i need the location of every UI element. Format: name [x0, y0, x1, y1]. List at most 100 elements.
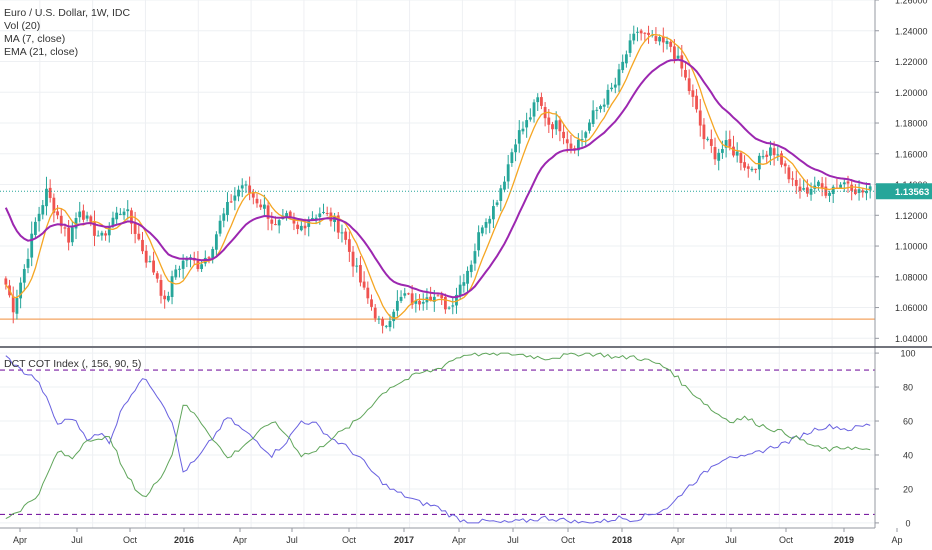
candle-body	[846, 181, 850, 184]
candle-body	[45, 188, 48, 207]
candle-body	[643, 32, 647, 34]
candle-body	[410, 293, 414, 305]
candle-body	[222, 213, 226, 221]
candle-body	[96, 235, 100, 237]
candle-body	[805, 187, 809, 194]
cot-tick-label: 100	[900, 349, 915, 359]
candle-body	[554, 120, 558, 130]
candle-body	[355, 265, 359, 267]
candle-body	[772, 148, 776, 156]
time-tick-label: Oct	[561, 535, 576, 545]
candle-body	[672, 46, 676, 60]
time-tick-label: Jul	[725, 535, 737, 545]
price-tick-label: 1.12000	[895, 211, 928, 221]
candle-body	[791, 178, 794, 180]
candle-body	[754, 168, 758, 170]
candle-body	[802, 188, 806, 190]
candle-body	[288, 211, 292, 219]
cot-legend: DCT COT Index (, 156, 90, 5)	[4, 358, 141, 371]
candle-body	[70, 227, 74, 243]
candle-body	[624, 54, 628, 64]
candle-body	[820, 183, 824, 188]
cot-tick-label: 0	[905, 518, 910, 528]
candle-body	[244, 184, 248, 186]
candle-body	[447, 307, 451, 309]
candle-body	[336, 215, 340, 233]
ma-label: MA (7, close)	[4, 33, 66, 45]
candle-body	[861, 190, 865, 193]
candle-body	[307, 220, 311, 227]
candle-body	[551, 124, 554, 130]
price-tick-label: 1.24000	[895, 26, 928, 36]
candle-body	[632, 33, 636, 41]
candle-body	[432, 296, 436, 302]
price-badge: 1.13563	[895, 187, 929, 198]
candle-body	[122, 211, 126, 216]
price-tick-label: 1.26000	[895, 0, 928, 6]
candle-body	[503, 181, 506, 190]
candle-body	[37, 213, 41, 222]
candle-body	[237, 189, 240, 197]
candle-body	[274, 224, 277, 226]
candle-body	[606, 89, 610, 105]
candle-body	[277, 220, 281, 226]
candle-body	[584, 132, 588, 138]
candle-body	[325, 212, 329, 214]
candle-body	[340, 232, 344, 234]
time-tick-label: Apr	[452, 535, 466, 545]
candle-body	[610, 87, 614, 90]
candle-body	[443, 296, 447, 310]
candle-body	[322, 211, 325, 213]
candle-body	[163, 295, 167, 300]
candle-body	[436, 295, 440, 297]
candle-body	[255, 198, 259, 204]
time-tick-label: Ap	[891, 535, 902, 545]
time-tick-label: Jul	[71, 535, 83, 545]
candle-body	[702, 124, 706, 140]
candle-body	[558, 120, 562, 132]
price-pane	[0, 25, 875, 334]
ma-line	[5, 33, 871, 319]
candle-body	[266, 205, 270, 219]
candle-body	[174, 269, 178, 278]
candle-body	[181, 260, 185, 269]
candle-body	[196, 260, 200, 269]
candle-body	[591, 110, 595, 125]
candle-body	[761, 156, 765, 158]
candle-body	[573, 148, 577, 150]
candle-body	[392, 311, 396, 322]
cot-line-green	[5, 352, 871, 520]
candle-body	[211, 249, 215, 258]
candle-body	[676, 55, 680, 59]
candle-body	[536, 97, 540, 103]
time-tick-label: Apr	[13, 535, 27, 545]
candle-body	[831, 186, 835, 194]
candle-body	[296, 224, 300, 229]
candle-body	[67, 227, 71, 243]
candle-body	[595, 109, 599, 111]
candle-body	[299, 225, 303, 231]
candle-body	[477, 232, 481, 251]
cot-pane	[0, 352, 875, 524]
candle-body	[828, 192, 831, 196]
candle-body	[510, 152, 514, 164]
candle-body	[739, 152, 743, 163]
candle-body	[647, 32, 650, 35]
candle-body	[783, 163, 787, 167]
candle-body	[107, 226, 111, 236]
candle-body	[218, 220, 222, 234]
candle-body	[547, 117, 551, 125]
candle-body	[133, 222, 137, 234]
candle-body	[709, 139, 713, 146]
candle-body	[82, 210, 85, 220]
candle-body	[680, 55, 684, 69]
candle-body	[743, 162, 746, 168]
price-legend: Euro / U.S. Dollar, 1W, IDC Vol (20) MA …	[4, 7, 130, 59]
candle-body	[200, 264, 204, 269]
candle-body	[214, 234, 218, 250]
candle-body	[48, 187, 52, 198]
candle-body	[373, 307, 377, 319]
candle-body	[617, 69, 621, 86]
ema-line	[4, 58, 871, 299]
candle-body	[26, 258, 30, 268]
